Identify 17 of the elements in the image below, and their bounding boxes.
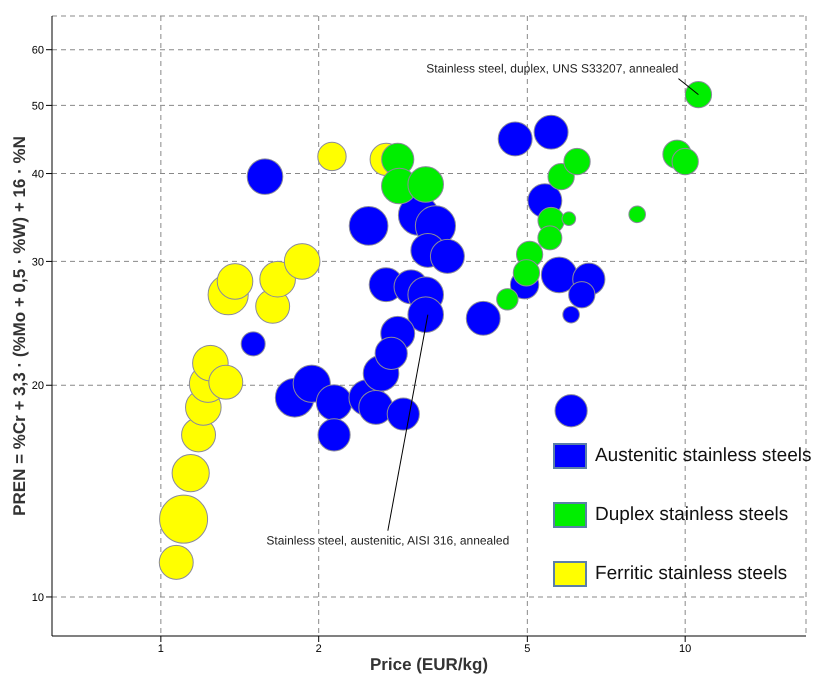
y-tick-label: 50 bbox=[32, 100, 44, 112]
legend-label: Ferritic stainless steels bbox=[595, 562, 788, 584]
y-tick-label: 60 bbox=[32, 44, 44, 57]
y-tick-label: 20 bbox=[32, 380, 44, 392]
x-tick-label: 10 bbox=[679, 642, 692, 655]
x-tick-label: 2 bbox=[316, 642, 322, 655]
x-axis-title: Price (EUR/kg) bbox=[368, 655, 490, 675]
y-tick-label: 30 bbox=[32, 256, 44, 268]
y-axis-title: PREN = %Cr + 3,3 · (%Mo + 0,5 · %W) + 16 · %N bbox=[9, 135, 30, 518]
annotation: Stainless steel, austenitic, AISI 316, annealed bbox=[266, 534, 510, 548]
legend-label: Duplex stainless steels bbox=[595, 504, 788, 526]
annotation: Stainless steel, duplex, UNS S33207, annealed bbox=[426, 62, 678, 76]
x-tick-label: 1 bbox=[158, 642, 164, 655]
x-tick-label: 5 bbox=[524, 642, 530, 655]
y-tick-label: 40 bbox=[32, 168, 44, 180]
y-tick-label: 10 bbox=[32, 592, 44, 604]
legend-label: Austenitic stainless steels bbox=[595, 444, 812, 466]
